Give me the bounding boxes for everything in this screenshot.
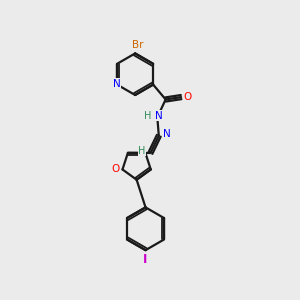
Text: N: N [154, 111, 162, 121]
Text: N: N [113, 79, 120, 89]
Text: O: O [111, 164, 119, 175]
Text: I: I [143, 253, 148, 266]
Text: N: N [163, 129, 170, 139]
Text: H: H [144, 111, 152, 121]
Text: O: O [184, 92, 192, 102]
Text: Br: Br [132, 40, 144, 50]
Text: H: H [139, 146, 146, 156]
